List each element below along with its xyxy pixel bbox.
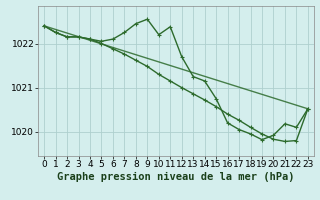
X-axis label: Graphe pression niveau de la mer (hPa): Graphe pression niveau de la mer (hPa) bbox=[57, 172, 295, 182]
